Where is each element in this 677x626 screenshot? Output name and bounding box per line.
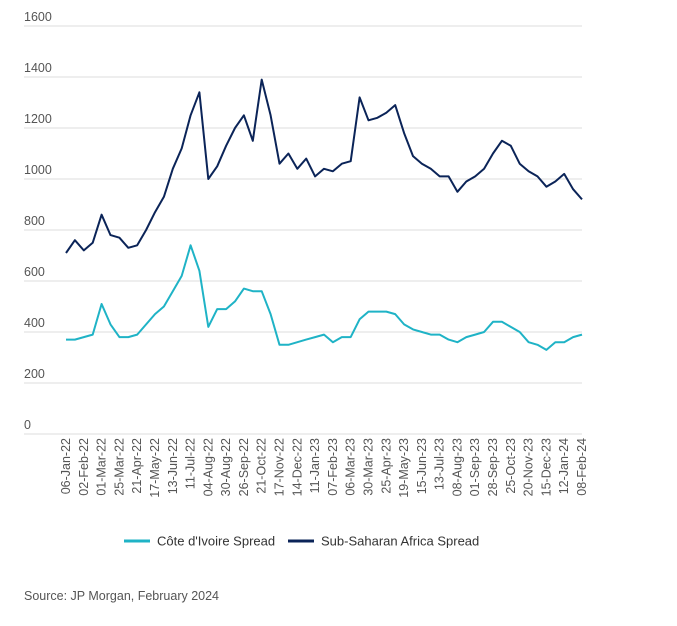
y-tick-label: 600 xyxy=(24,265,45,279)
x-tick-label: 12-Jan-24 xyxy=(557,438,571,494)
x-tick-label: 04-Aug-22 xyxy=(201,438,215,496)
y-tick-label: 0 xyxy=(24,418,31,432)
x-tick-label: 11-Jul-22 xyxy=(184,438,198,489)
x-tick-label: 17-May-22 xyxy=(148,438,162,498)
x-tick-label: 21-Oct-22 xyxy=(255,438,269,494)
x-tick-label: 15-Jun-23 xyxy=(415,438,429,494)
x-tick-label: 02-Feb-22 xyxy=(77,438,91,496)
x-tick-label: 19-May-23 xyxy=(397,438,411,498)
x-tick-label: 25-Apr-23 xyxy=(379,438,393,494)
x-tick-label: 11-Jan-23 xyxy=(308,438,322,493)
x-tick-label: 08-Feb-24 xyxy=(575,438,589,496)
legend-label: Sub-Saharan Africa Spread xyxy=(321,534,479,549)
x-tick-label: 20-Nov-23 xyxy=(522,438,536,496)
y-tick-label: 1600 xyxy=(24,10,52,24)
x-tick-label: 06-Mar-23 xyxy=(344,438,358,496)
y-tick-label: 1400 xyxy=(24,61,52,75)
y-tick-label: 1000 xyxy=(24,163,52,177)
y-tick-label: 1200 xyxy=(24,112,52,126)
y-tick-label: 200 xyxy=(24,367,45,381)
x-tick-label: 01-Mar-22 xyxy=(95,438,109,496)
x-tick-label: 25-Mar-22 xyxy=(112,438,126,496)
x-tick-label: 08-Aug-23 xyxy=(450,438,464,496)
x-tick-label: 15-Dec-23 xyxy=(539,438,553,496)
x-tick-label: 25-Oct-23 xyxy=(504,438,518,494)
series-line xyxy=(66,244,583,351)
x-tick-label: 28-Sep-23 xyxy=(486,438,500,496)
y-tick-label: 800 xyxy=(24,214,45,228)
legend-label: Côte d'Ivoire Spread xyxy=(157,534,275,549)
x-tick-label: 21-Apr-22 xyxy=(130,438,144,494)
x-tick-label: 30-Aug-22 xyxy=(219,438,233,496)
x-tick-label: 14-Dec-22 xyxy=(290,438,304,496)
x-tick-label: 01-Sep-23 xyxy=(468,438,482,496)
x-tick-label: 06-Jan-22 xyxy=(59,438,73,494)
source: Source: JP Morgan, February 2024 xyxy=(24,589,219,603)
x-tick-label: 30-Mar-23 xyxy=(361,438,375,496)
x-tick-label: 17-Nov-22 xyxy=(273,438,287,496)
series-line xyxy=(65,78,583,254)
x-tick-label: 13-Jul-23 xyxy=(433,438,447,490)
y-tick-label: 400 xyxy=(24,316,45,330)
x-tick-label: 13-Jun-22 xyxy=(166,438,180,494)
x-tick-label: 07-Feb-23 xyxy=(326,438,340,496)
x-tick-label: 26-Sep-22 xyxy=(237,438,251,496)
